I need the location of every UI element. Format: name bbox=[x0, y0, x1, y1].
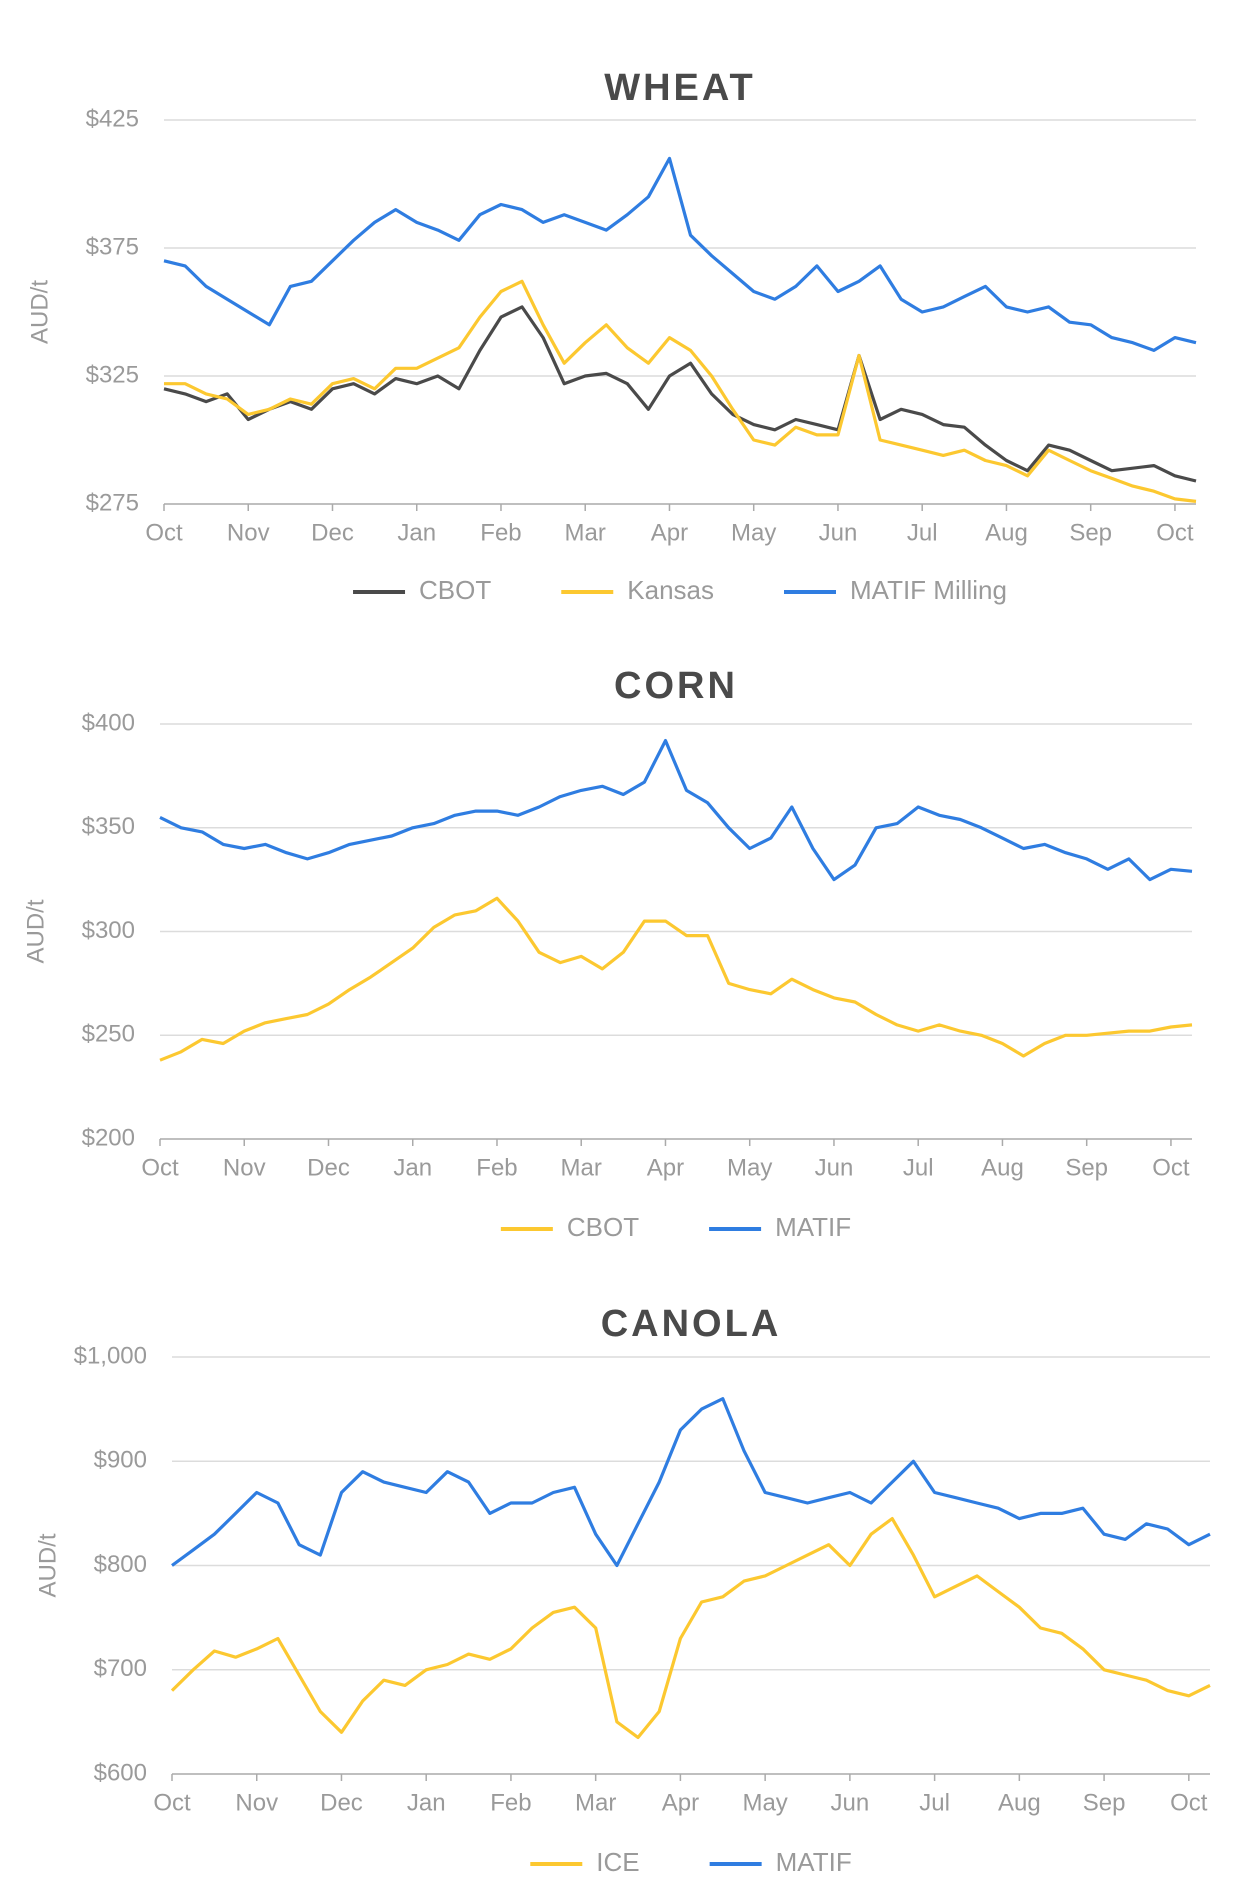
legend-label: MATIF bbox=[776, 1847, 852, 1877]
x-tick-label: Apr bbox=[651, 519, 688, 546]
x-tick-label: Jul bbox=[903, 1154, 934, 1181]
y-tick-label: $350 bbox=[82, 813, 135, 840]
x-tick-label: Jan bbox=[407, 1789, 446, 1816]
legend-label: CBOT bbox=[567, 1212, 639, 1242]
y-tick-label: $200 bbox=[82, 1124, 135, 1151]
legend-label: MATIF Milling bbox=[850, 575, 1007, 605]
x-tick-label: Feb bbox=[480, 519, 521, 546]
legend: ICE MATIF bbox=[530, 1847, 852, 1877]
x-tick-label: Aug bbox=[981, 1154, 1024, 1181]
x-tick-label: Oct bbox=[1170, 1789, 1208, 1816]
x-tick-label: Sep bbox=[1069, 519, 1112, 546]
legend-label: MATIF bbox=[775, 1212, 851, 1242]
series-line bbox=[159, 896, 1193, 1062]
legend-label: Kansas bbox=[627, 575, 714, 605]
y-tick-label: $400 bbox=[82, 709, 135, 736]
x-tick-label: Nov bbox=[227, 519, 270, 546]
series-line bbox=[164, 279, 1197, 503]
x-tick-label: Oct bbox=[153, 1789, 191, 1816]
y-tick-label: $375 bbox=[86, 233, 139, 260]
x-tick-label: Feb bbox=[476, 1154, 517, 1181]
x-tick-label: Apr bbox=[647, 1154, 684, 1181]
x-tick-label: Jun bbox=[831, 1789, 870, 1816]
x-tick-label: May bbox=[727, 1154, 772, 1181]
y-tick-label: $425 bbox=[86, 105, 139, 132]
series-line bbox=[163, 305, 1197, 483]
x-tick-label: Feb bbox=[490, 1789, 531, 1816]
x-tick-label: Jul bbox=[907, 519, 938, 546]
x-tick-label: Jun bbox=[819, 519, 858, 546]
x-tick-label: Nov bbox=[223, 1154, 266, 1181]
legend: CBOT MATIF bbox=[500, 1212, 851, 1242]
x-tick-label: Aug bbox=[985, 519, 1028, 546]
x-tick-label: Oct bbox=[1152, 1154, 1190, 1181]
x-tick-label: May bbox=[742, 1789, 787, 1816]
x-tick-label: Jan bbox=[397, 519, 436, 546]
y-tick-label: $600 bbox=[94, 1759, 147, 1786]
x-tick-label: Jul bbox=[919, 1789, 950, 1816]
y-tick-label: $800 bbox=[94, 1551, 147, 1578]
chart-title: CANOLA bbox=[601, 1303, 782, 1345]
y-axis-label: AUD/t bbox=[34, 1533, 61, 1597]
chart-title: CORN bbox=[614, 665, 738, 707]
y-tick-label: $700 bbox=[94, 1655, 147, 1682]
x-tick-label: Mar bbox=[565, 519, 606, 546]
legend-label: CBOT bbox=[419, 575, 491, 605]
series-line bbox=[171, 1397, 1211, 1568]
series-line bbox=[159, 739, 1193, 882]
x-tick-label: Oct bbox=[1156, 519, 1194, 546]
x-tick-label: Mar bbox=[575, 1789, 616, 1816]
x-tick-label: Jan bbox=[393, 1154, 432, 1181]
x-tick-label: Apr bbox=[662, 1789, 699, 1816]
y-tick-label: $1,000 bbox=[74, 1342, 147, 1369]
x-tick-label: Dec bbox=[311, 519, 354, 546]
x-tick-label: Sep bbox=[1065, 1154, 1108, 1181]
y-axis-label: AUD/t bbox=[26, 280, 53, 344]
legend: CBOT Kansas MATIF Milling bbox=[353, 575, 1007, 605]
x-tick-label: Dec bbox=[320, 1789, 363, 1816]
x-tick-label: Nov bbox=[235, 1789, 278, 1816]
y-tick-label: $250 bbox=[82, 1021, 135, 1048]
x-tick-label: Mar bbox=[561, 1154, 602, 1181]
y-tick-label: $900 bbox=[94, 1447, 147, 1474]
x-tick-label: Oct bbox=[145, 519, 183, 546]
x-tick-label: Oct bbox=[141, 1154, 179, 1181]
y-tick-label: $325 bbox=[86, 361, 139, 388]
series-line bbox=[170, 1517, 1211, 1740]
x-tick-label: Jun bbox=[815, 1154, 854, 1181]
legend-label: ICE bbox=[596, 1847, 639, 1877]
y-tick-label: $275 bbox=[86, 489, 139, 516]
x-tick-label: Aug bbox=[998, 1789, 1041, 1816]
chart-title: WHEAT bbox=[604, 67, 756, 109]
x-tick-label: Sep bbox=[1083, 1789, 1126, 1816]
y-axis-label: AUD/t bbox=[22, 899, 49, 963]
y-tick-label: $300 bbox=[82, 917, 135, 944]
series-line bbox=[163, 156, 1197, 352]
x-tick-label: May bbox=[731, 519, 776, 546]
x-tick-label: Dec bbox=[307, 1154, 350, 1181]
